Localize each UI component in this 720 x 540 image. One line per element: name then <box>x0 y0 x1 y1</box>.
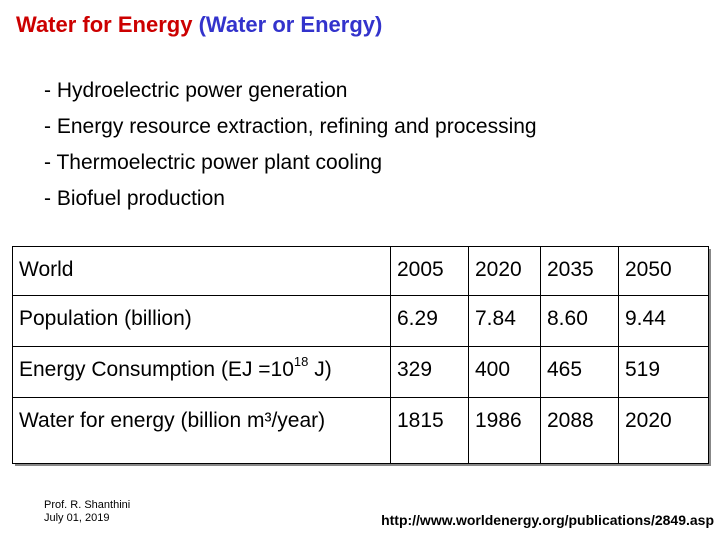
row-label-unit: J) <box>308 358 332 381</box>
title-main: Water for Energy <box>16 12 193 37</box>
row-label-exponent: 18 <box>293 354 309 369</box>
table-row: Population (billion) 6.29 7.84 8.60 9.44 <box>12 295 709 347</box>
cell-value: 519 <box>618 346 709 398</box>
row-label-text: Energy Consumption (EJ =10 <box>19 358 294 381</box>
header-label: World <box>12 246 391 296</box>
header-year: 2020 <box>468 246 541 296</box>
cell-value: 2088 <box>540 397 619 464</box>
author-name: Prof. R. Shanthini <box>44 499 131 511</box>
cell-value: 1986 <box>468 397 541 464</box>
table-row: Energy Consumption (EJ =1018 J) 329 400 … <box>12 346 709 398</box>
footer-date: July 01, 2019 <box>44 512 110 524</box>
data-table: World 2005 2020 2035 2050 Population (bi… <box>12 246 709 464</box>
cell-value: 6.29 <box>390 295 469 347</box>
bullet-item: - Energy resource extraction, refining a… <box>44 115 537 138</box>
cell-value: 2020 <box>618 397 709 464</box>
title-sub: (Water or Energy) <box>198 12 383 37</box>
row-label: Energy Consumption (EJ =1018 J) <box>12 346 391 398</box>
source-link[interactable]: http://www.worldenergy.org/publications/… <box>381 512 714 528</box>
bullet-item: - Thermoelectric power plant cooling <box>44 151 383 174</box>
header-year: 2005 <box>390 246 469 296</box>
bullet-item: - Hydroelectric power generation <box>44 79 348 102</box>
footer-credit: Prof. R. Shanthini July 01, 2019 <box>44 499 130 525</box>
table-row: Water for energy (billion m³/year) 1815 … <box>12 397 709 464</box>
cell-value: 9.44 <box>618 295 709 347</box>
cell-value: 329 <box>390 346 469 398</box>
row-label: Population (billion) <box>12 295 391 347</box>
header-year: 2050 <box>618 246 709 296</box>
cell-value: 1815 <box>390 397 469 464</box>
header-year: 2035 <box>540 246 619 296</box>
data-table-container: World 2005 2020 2035 2050 Population (bi… <box>12 246 709 464</box>
row-label: Water for energy (billion m³/year) <box>12 397 391 464</box>
slide-title: Water for Energy (Water or Energy) <box>16 12 382 38</box>
cell-value: 8.60 <box>540 295 619 347</box>
cell-value: 7.84 <box>468 295 541 347</box>
bullet-item: - Biofuel production <box>44 187 225 210</box>
bullet-list: - Hydroelectric power generation - Energ… <box>44 76 537 220</box>
cell-value: 400 <box>468 346 541 398</box>
cell-value: 465 <box>540 346 619 398</box>
table-header-row: World 2005 2020 2035 2050 <box>12 246 709 296</box>
